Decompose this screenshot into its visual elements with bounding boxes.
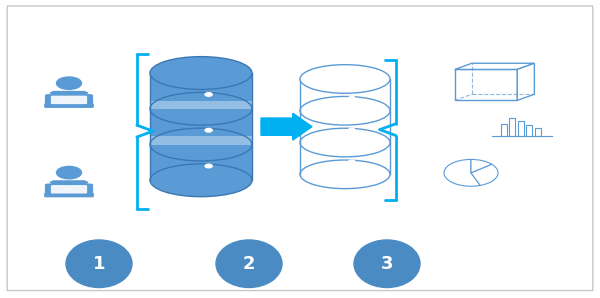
Ellipse shape (216, 240, 282, 288)
Text: 3: 3 (381, 255, 393, 273)
Circle shape (205, 164, 212, 168)
Ellipse shape (150, 128, 252, 161)
Text: </>: </> (66, 98, 72, 102)
Polygon shape (50, 91, 88, 99)
Polygon shape (455, 63, 535, 69)
Polygon shape (300, 79, 390, 174)
Circle shape (349, 160, 355, 163)
Polygon shape (50, 180, 88, 188)
Circle shape (56, 77, 82, 89)
FancyBboxPatch shape (44, 103, 94, 108)
Ellipse shape (150, 57, 252, 89)
Text: 1: 1 (93, 255, 105, 273)
Text: 2: 2 (243, 255, 255, 273)
Bar (509, 118, 515, 136)
Wedge shape (471, 159, 491, 173)
Polygon shape (150, 73, 252, 180)
Circle shape (349, 97, 355, 100)
Ellipse shape (354, 240, 420, 288)
Bar (501, 124, 507, 136)
Ellipse shape (150, 92, 252, 125)
Polygon shape (150, 101, 252, 109)
Ellipse shape (300, 97, 390, 125)
FancyBboxPatch shape (7, 6, 593, 291)
FancyBboxPatch shape (51, 185, 87, 193)
Ellipse shape (66, 240, 132, 288)
Text: </>: </> (66, 187, 72, 191)
Bar (518, 121, 524, 136)
Bar (535, 128, 541, 136)
Circle shape (56, 166, 82, 179)
Wedge shape (444, 159, 480, 186)
Polygon shape (455, 69, 517, 100)
Circle shape (205, 93, 212, 96)
Polygon shape (300, 104, 390, 111)
Bar (526, 125, 532, 136)
Ellipse shape (300, 128, 390, 157)
Polygon shape (517, 63, 535, 100)
FancyBboxPatch shape (44, 193, 94, 197)
Circle shape (349, 128, 355, 131)
Polygon shape (150, 136, 252, 145)
Circle shape (205, 128, 212, 132)
Ellipse shape (300, 160, 390, 189)
Wedge shape (471, 164, 498, 185)
Ellipse shape (150, 164, 252, 197)
FancyBboxPatch shape (45, 184, 93, 196)
FancyArrow shape (261, 113, 312, 140)
FancyBboxPatch shape (45, 94, 93, 107)
Polygon shape (300, 135, 390, 142)
FancyBboxPatch shape (51, 96, 87, 104)
Ellipse shape (300, 65, 390, 93)
